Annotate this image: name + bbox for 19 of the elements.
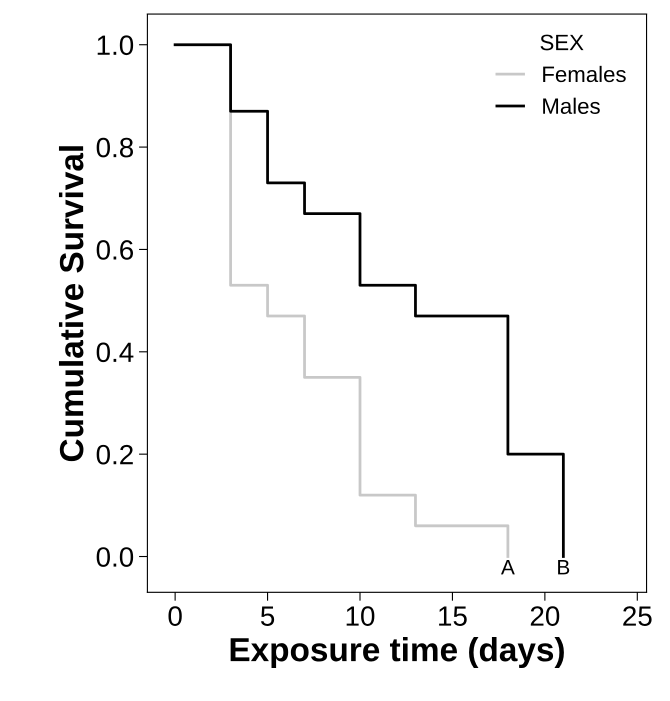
- x-tick-label: 0: [168, 606, 182, 626]
- y-tick-label: 1.0: [98, 35, 134, 56]
- x-tick-label: 5: [260, 606, 274, 626]
- y-tick-label: 0.0: [96, 547, 134, 567]
- annotation: A: [500, 560, 515, 574]
- x-tick-label: 20: [530, 606, 560, 626]
- y-tick-label: 0.8: [96, 138, 133, 158]
- y-tick-label: 0.6: [96, 240, 133, 260]
- y-tick-label: 0.4: [96, 342, 134, 362]
- legend-title: SEX: [540, 34, 584, 50]
- legend-label: Females: [543, 66, 626, 82]
- x-tick-label: 25: [623, 606, 652, 626]
- y-tick-label: 0.2: [96, 444, 133, 464]
- x-tick-label: 10: [346, 606, 374, 626]
- x-tick-label: 15: [439, 606, 467, 626]
- x-axis-title: Exposure time (days): [230, 636, 564, 668]
- legend-label: Males: [543, 98, 600, 114]
- annotation: B: [558, 560, 570, 574]
- y-axis-title: Cumulative Survival: [58, 146, 84, 462]
